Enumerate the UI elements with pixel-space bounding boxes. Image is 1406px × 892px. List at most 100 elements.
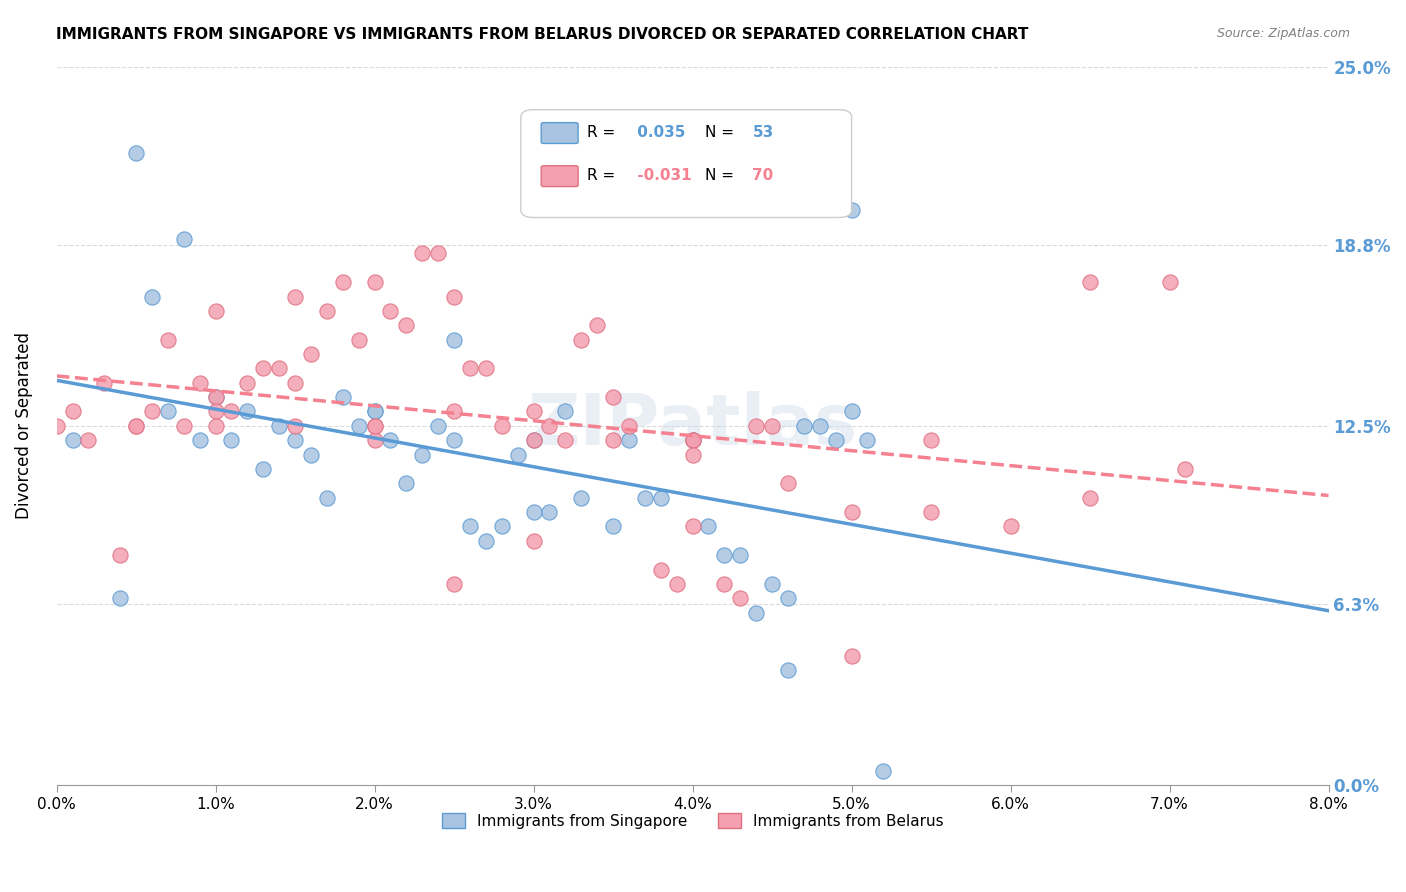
Point	[602, 519, 624, 533]
Point	[665, 577, 688, 591]
Point	[793, 418, 815, 433]
Point	[682, 434, 704, 448]
Point	[427, 246, 450, 260]
Point	[125, 418, 148, 433]
Point	[682, 448, 704, 462]
Point	[380, 434, 402, 448]
Point	[221, 404, 243, 418]
Point	[363, 275, 385, 289]
Text: Source: ZipAtlas.com: Source: ZipAtlas.com	[1216, 27, 1350, 40]
Point	[77, 434, 100, 448]
Point	[554, 404, 576, 418]
Point	[872, 764, 894, 778]
Point	[443, 577, 465, 591]
Point	[125, 418, 148, 433]
Point	[284, 376, 307, 390]
Text: ZIPatlas: ZIPatlas	[527, 392, 858, 460]
Point	[569, 333, 592, 347]
Point	[347, 418, 370, 433]
FancyBboxPatch shape	[520, 110, 852, 218]
Point	[221, 434, 243, 448]
Point	[125, 145, 148, 160]
Point	[299, 347, 322, 361]
Point	[602, 434, 624, 448]
Point	[347, 333, 370, 347]
Point	[443, 333, 465, 347]
Point	[586, 318, 609, 333]
Point	[761, 418, 783, 433]
Point	[284, 418, 307, 433]
Point	[141, 404, 163, 418]
Text: 53: 53	[752, 125, 773, 140]
Point	[62, 434, 84, 448]
Point	[650, 491, 672, 505]
Point	[93, 376, 115, 390]
Text: 70: 70	[752, 169, 773, 184]
Point	[45, 418, 67, 433]
Point	[841, 648, 863, 663]
Point	[236, 404, 259, 418]
Point	[506, 448, 529, 462]
Point	[458, 361, 481, 376]
Point	[522, 533, 544, 548]
Point	[204, 304, 226, 318]
Point	[299, 448, 322, 462]
Point	[538, 505, 561, 519]
Point	[1078, 275, 1101, 289]
Point	[682, 519, 704, 533]
Point	[188, 376, 211, 390]
Point	[1174, 462, 1197, 476]
Point	[108, 548, 131, 562]
Point	[475, 533, 498, 548]
Point	[745, 606, 768, 620]
Point	[617, 418, 640, 433]
Point	[728, 591, 751, 606]
Point	[617, 434, 640, 448]
Point	[1078, 491, 1101, 505]
Point	[650, 563, 672, 577]
Point	[108, 591, 131, 606]
Point	[761, 577, 783, 591]
Point	[776, 591, 799, 606]
Point	[745, 418, 768, 433]
Point	[443, 404, 465, 418]
Point	[395, 476, 418, 491]
Point	[920, 434, 942, 448]
Point	[188, 434, 211, 448]
Point	[682, 434, 704, 448]
Point	[395, 318, 418, 333]
Point	[363, 418, 385, 433]
Point	[284, 289, 307, 303]
Point	[824, 434, 846, 448]
Point	[284, 434, 307, 448]
Point	[252, 361, 274, 376]
Point	[728, 548, 751, 562]
Point	[204, 404, 226, 418]
Text: N =: N =	[706, 125, 740, 140]
Point	[522, 404, 544, 418]
Point	[713, 577, 735, 591]
FancyBboxPatch shape	[541, 122, 578, 144]
Point	[173, 232, 195, 246]
Point	[315, 304, 337, 318]
Point	[458, 519, 481, 533]
Point	[522, 434, 544, 448]
Text: IMMIGRANTS FROM SINGAPORE VS IMMIGRANTS FROM BELARUS DIVORCED OR SEPARATED CORRE: IMMIGRANTS FROM SINGAPORE VS IMMIGRANTS …	[56, 27, 1029, 42]
Text: -0.031: -0.031	[631, 169, 692, 184]
FancyBboxPatch shape	[541, 166, 578, 186]
Point	[332, 390, 354, 404]
Point	[204, 390, 226, 404]
Point	[841, 505, 863, 519]
Point	[236, 376, 259, 390]
Point	[602, 390, 624, 404]
Point	[554, 434, 576, 448]
Point	[682, 434, 704, 448]
Point	[522, 434, 544, 448]
Point	[363, 434, 385, 448]
Point	[269, 418, 291, 433]
Point	[856, 434, 879, 448]
Point	[204, 418, 226, 433]
Legend: Immigrants from Singapore, Immigrants from Belarus: Immigrants from Singapore, Immigrants fr…	[436, 806, 949, 835]
Point	[363, 418, 385, 433]
Point	[173, 418, 195, 433]
